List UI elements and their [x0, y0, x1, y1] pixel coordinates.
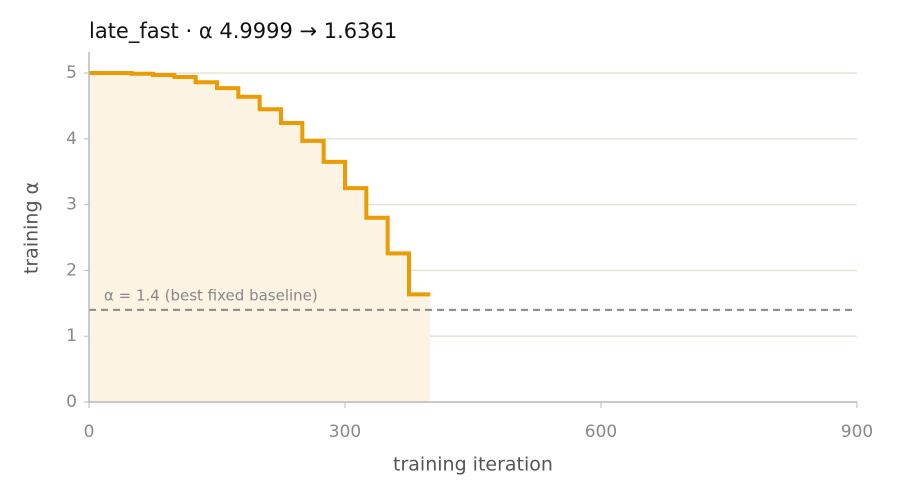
x-tick-label: 600: [585, 422, 617, 442]
y-tick-label: 5: [66, 63, 77, 83]
area: [89, 73, 431, 402]
y-tick-label: 1: [66, 326, 77, 346]
baseline-label: α = 1.4 (best fixed baseline): [104, 286, 318, 304]
x-axis-label: training iteration: [393, 454, 553, 476]
x-tick-label: 900: [841, 422, 873, 442]
step-line: [89, 71, 431, 297]
chart-title: late_fast · α 4.9999 → 1.6361: [89, 19, 397, 44]
x-tick-label: 0: [84, 422, 95, 442]
y-tick-label: 4: [66, 129, 77, 149]
y-tick-label: 2: [66, 260, 77, 280]
y-tick-label: 3: [66, 195, 77, 215]
y-tick-label: 0: [66, 392, 77, 412]
y-axis-label: training α: [21, 182, 43, 274]
x-tick-label: 300: [329, 422, 361, 442]
